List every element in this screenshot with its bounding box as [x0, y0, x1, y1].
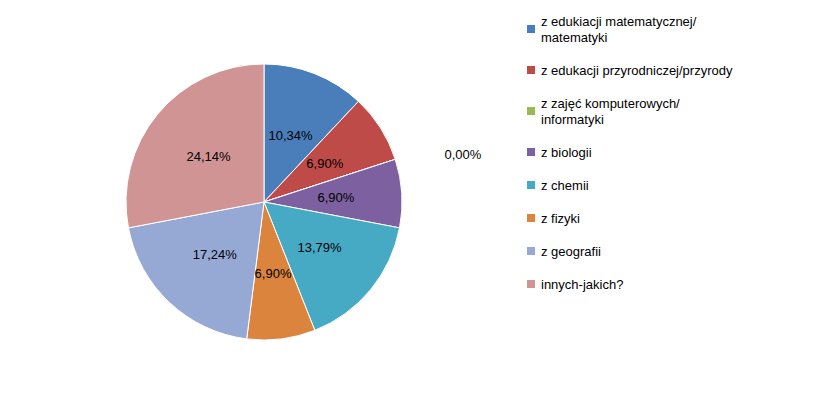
svg-text:z edukacji przyrodniczej/przyr: z edukacji przyrodniczej/przyrody: [541, 63, 733, 78]
svg-text:0,00%: 0,00%: [445, 147, 482, 162]
svg-text:z biologii: z biologii: [541, 145, 592, 160]
svg-text:6,90%: 6,90%: [306, 156, 343, 171]
svg-text:10,34%: 10,34%: [268, 128, 313, 143]
svg-text:6,90%: 6,90%: [317, 190, 354, 205]
svg-text:6,90%: 6,90%: [255, 266, 292, 281]
svg-text:informatyki: informatyki: [541, 112, 604, 127]
svg-text:24,14%: 24,14%: [186, 149, 231, 164]
svg-text:innych-jakich?: innych-jakich?: [541, 277, 623, 292]
svg-text:z chemii: z chemii: [541, 178, 589, 193]
svg-text:z edukiacji matematycznej/: z edukiacji matematycznej/: [541, 14, 697, 29]
svg-text:z fizyki: z fizyki: [541, 211, 580, 226]
svg-text:matematyki: matematyki: [541, 30, 608, 45]
svg-text:z zajęć komputerowych/: z zajęć komputerowych/: [541, 96, 680, 111]
svg-text:13,79%: 13,79%: [297, 240, 342, 255]
svg-text:17,24%: 17,24%: [193, 247, 238, 262]
svg-text:z geografii: z geografii: [541, 244, 601, 259]
